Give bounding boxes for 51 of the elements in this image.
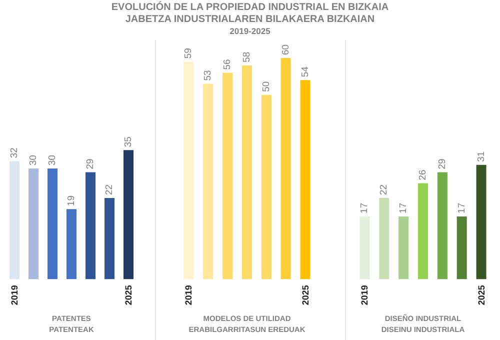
bar xyxy=(86,172,96,280)
data-label: 58 xyxy=(242,52,252,62)
data-label: 59 xyxy=(183,48,194,59)
text: 2019-2025 xyxy=(228,26,272,37)
bar xyxy=(48,168,58,280)
x-tick-label: 2025 xyxy=(124,285,134,306)
bar xyxy=(104,198,114,280)
chart-subtitle: JABETZA INDUSTRIALAREN BILAKAERA BIZKAIAN xyxy=(124,14,376,26)
data-label: 30 xyxy=(28,154,39,166)
bar xyxy=(456,216,467,280)
data-label: 17 xyxy=(398,202,410,214)
bar xyxy=(476,164,486,280)
bar xyxy=(124,150,134,280)
bar xyxy=(360,216,370,280)
data-label: 35 xyxy=(123,136,134,148)
data-label: 60 xyxy=(280,44,292,55)
bar xyxy=(300,80,310,280)
data-label: 54 xyxy=(300,66,311,78)
bar xyxy=(398,216,409,280)
x-tick-label: 2025 xyxy=(476,285,486,306)
bar xyxy=(28,168,38,280)
x-tick-label: 2019 xyxy=(10,285,20,306)
bar xyxy=(66,209,76,280)
bar xyxy=(379,198,390,280)
data-label: 26 xyxy=(418,170,428,180)
bar xyxy=(437,172,448,280)
bar xyxy=(184,62,194,280)
data-label: 17 xyxy=(359,202,370,214)
bar xyxy=(261,94,272,280)
data-label: 53 xyxy=(202,70,214,81)
data-label: 50 xyxy=(260,81,272,92)
data-label: 30 xyxy=(47,154,58,166)
bar xyxy=(242,65,252,280)
data-label: 32 xyxy=(9,148,20,158)
bar xyxy=(222,72,233,280)
bar xyxy=(203,84,214,280)
data-label: 22 xyxy=(378,184,390,196)
data-label: 22 xyxy=(104,184,115,196)
chart-title: EVOLUCIÓN DE LA PROPIEDAD INDUSTRIAL EN BIZKAIA xyxy=(110,2,390,14)
data-label: 29 xyxy=(436,158,448,170)
x-tick-label: 2019 xyxy=(184,285,194,306)
x-tick-label: 2019 xyxy=(360,285,370,306)
bar xyxy=(10,161,20,280)
bar xyxy=(418,183,428,280)
x-tick-label: 2025 xyxy=(300,285,310,306)
bar xyxy=(280,58,291,280)
data-label: 17 xyxy=(456,202,468,214)
data-label: 19 xyxy=(66,195,77,206)
data-label: 31 xyxy=(476,151,487,162)
data-label: 56 xyxy=(222,59,234,70)
data-label: 29 xyxy=(85,158,96,170)
